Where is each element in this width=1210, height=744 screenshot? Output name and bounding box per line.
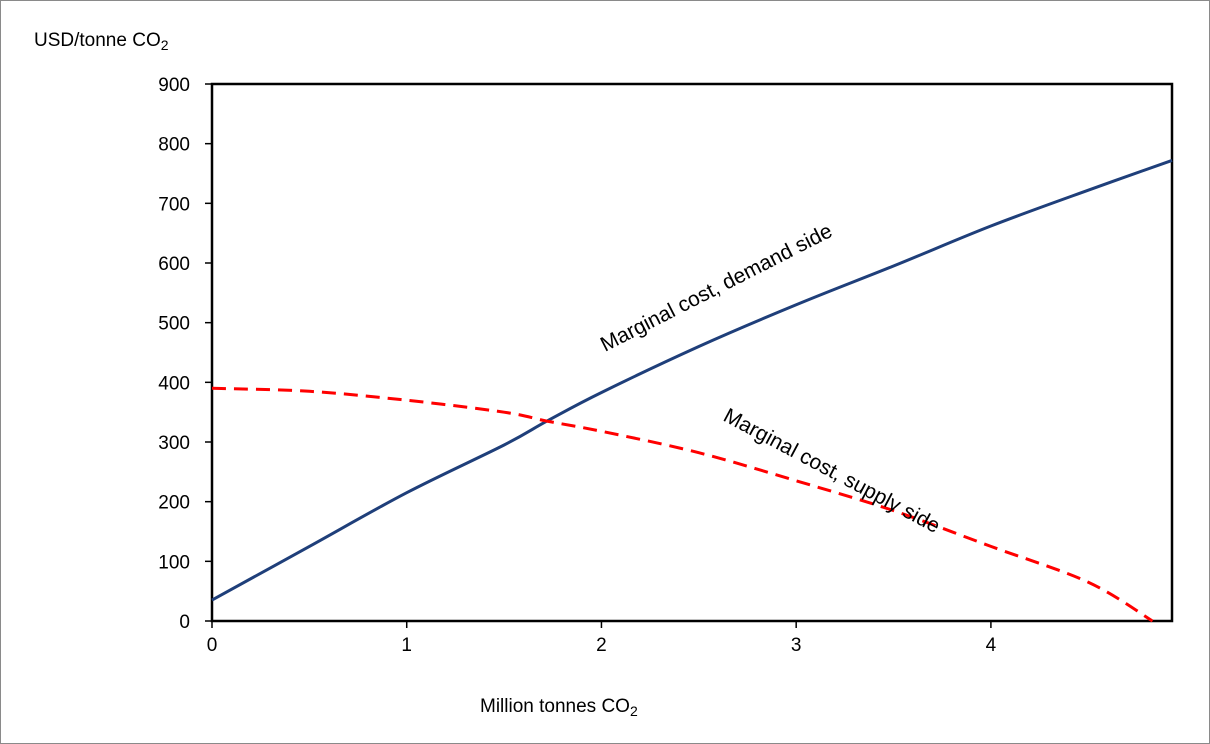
- series-line-supply-side: [211, 386, 1154, 623]
- x-tick-label: 2: [596, 635, 607, 656]
- x-tick-label: 4: [986, 635, 997, 656]
- y-tick-label: 800: [158, 135, 190, 156]
- y-tick-label: 400: [158, 373, 190, 394]
- series-line-demand-side: [211, 158, 1173, 602]
- y-tick-label: 600: [158, 254, 190, 275]
- y-tick-label: 100: [158, 552, 190, 573]
- plot-area-border: [210, 82, 1174, 623]
- y-tick-label: 300: [158, 433, 190, 454]
- y-axis-title: USD/tonne CO2: [34, 30, 169, 53]
- y-tick-label: 0: [179, 612, 190, 633]
- y-tick-label: 900: [158, 75, 190, 96]
- y-tick-label: 500: [158, 314, 190, 335]
- axes: [205, 82, 1174, 628]
- series-group: [211, 158, 1173, 623]
- labels: 0 100 200 300 400 500 600 700 800 900 0 1 2 3 4: [158, 75, 996, 656]
- y-tick-label: 200: [158, 493, 190, 514]
- x-axis-title: Million tonnes CO2: [480, 696, 638, 719]
- y-tick-label: 700: [158, 194, 190, 215]
- x-tick-label: 3: [791, 635, 802, 656]
- x-tick-label: 0: [207, 635, 218, 656]
- x-tick-label: 1: [401, 635, 412, 656]
- annotation-supply-side: Marginal cost, supply side: [720, 404, 944, 538]
- annotation-demand-side: Marginal cost, demand side: [597, 219, 836, 356]
